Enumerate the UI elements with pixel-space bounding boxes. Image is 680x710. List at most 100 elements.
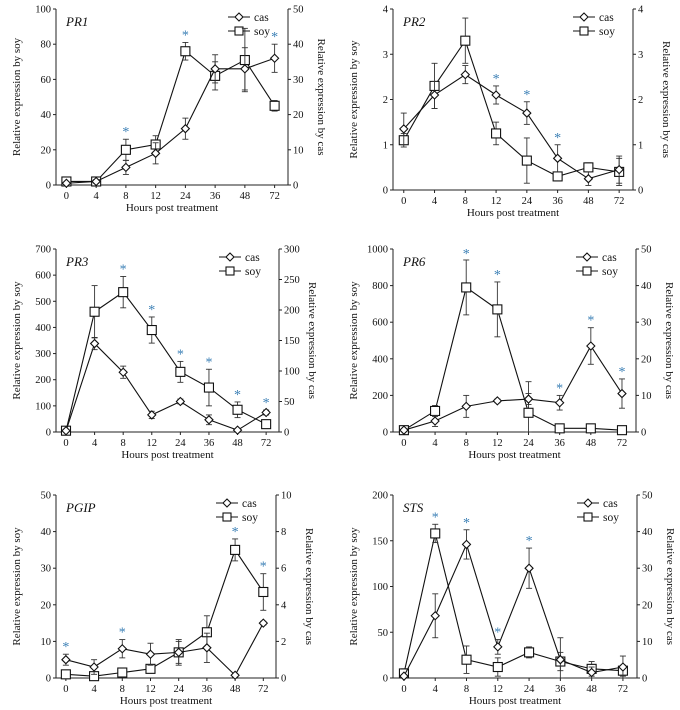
x-tick-label: 0 — [63, 684, 68, 695]
left-tick-label: 200 — [35, 375, 51, 386]
left-tick-label: 50 — [41, 491, 52, 502]
data-point-cas — [204, 415, 214, 425]
data-point-cas — [493, 642, 503, 652]
left-axis-title: Relative expression by soy — [11, 281, 23, 400]
series-line-cas — [403, 542, 624, 677]
right-tick-label: 30 — [293, 75, 304, 86]
data-point-soy — [145, 663, 156, 674]
significance-star: * — [263, 396, 270, 411]
data-point-cas — [430, 416, 440, 426]
data-point-soy — [175, 366, 186, 377]
legend-label-soy: soy — [254, 26, 270, 38]
data-point-cas — [399, 425, 409, 435]
left-tick-label: 400 — [372, 354, 388, 365]
significance-star: * — [177, 347, 184, 362]
x-tick-label: 24 — [522, 196, 533, 207]
left-tick-label: 100 — [35, 5, 51, 16]
significance-star: * — [523, 88, 530, 103]
right-tick-label: 40 — [293, 40, 304, 51]
data-point-soy — [430, 528, 441, 539]
data-point-cas — [461, 401, 471, 412]
x-tick-label: 48 — [240, 191, 251, 202]
left-tick-label: 0 — [383, 186, 388, 197]
right-tick-label: 100 — [284, 367, 300, 378]
x-tick-label: 36 — [555, 684, 566, 695]
data-point-soy — [523, 407, 534, 418]
left-tick-label: 2 — [383, 95, 388, 106]
legend-label-cas: cas — [254, 12, 269, 24]
right-tick-label: 150 — [284, 336, 300, 347]
left-axis-title: Relative expression by soy — [348, 40, 360, 159]
significance-star: * — [493, 72, 500, 87]
legend-label-soy: soy — [602, 266, 618, 278]
data-point-cas — [89, 662, 99, 672]
significance-star: * — [232, 525, 239, 540]
legend-marker-soy — [225, 266, 235, 276]
gene-label: PR3 — [65, 254, 89, 269]
data-point-cas — [145, 649, 156, 659]
significance-star: * — [432, 510, 439, 525]
legend-label-soy: soy — [599, 26, 615, 38]
left-tick-label: 0 — [383, 674, 388, 685]
series-line-soy — [403, 39, 620, 178]
right-tick-label: 50 — [642, 491, 653, 502]
left-tick-label: 3 — [383, 50, 388, 61]
x-tick-label: 8 — [120, 684, 125, 695]
x-tick-label: 4 — [92, 438, 98, 449]
x-tick-label: 48 — [232, 438, 243, 449]
data-point-cas — [258, 618, 269, 628]
data-point-cas — [240, 64, 250, 74]
right-tick-label: 3 — [638, 50, 643, 61]
series-line-cas — [403, 73, 620, 180]
right-tick-label: 8 — [281, 527, 286, 538]
data-point-cas — [89, 338, 100, 349]
legend-marker-cas — [225, 252, 235, 262]
right-axis-title: Relative expression by cas — [306, 282, 318, 399]
left-tick-label: 200 — [372, 391, 388, 402]
left-tick-label: 0 — [46, 428, 51, 439]
right-tick-label: 10 — [642, 637, 653, 648]
data-point-cas — [492, 396, 503, 406]
legend-label-cas: cas — [242, 498, 257, 510]
right-tick-label: 0 — [638, 186, 643, 197]
data-point-cas — [399, 671, 409, 681]
legend-marker-cas — [582, 252, 592, 262]
significance-star: * — [463, 516, 470, 531]
x-axis-title: Hours post treatment — [120, 695, 212, 707]
x-tick-label: 72 — [618, 684, 629, 695]
significance-star: * — [554, 131, 561, 146]
data-point-cas — [269, 53, 280, 64]
right-tick-label: 0 — [284, 428, 289, 439]
legend-marker-soy — [579, 26, 589, 36]
data-point-cas — [173, 647, 184, 658]
significance-star: * — [182, 28, 189, 43]
data-point-cas — [146, 410, 157, 420]
series-line-soy — [403, 286, 623, 431]
x-tick-label: 8 — [123, 191, 128, 202]
significance-star: * — [618, 365, 625, 380]
left-tick-label: 4 — [383, 5, 389, 16]
x-tick-label: 12 — [145, 684, 156, 695]
x-tick-label: 12 — [147, 438, 158, 449]
gene-label: PR6 — [402, 254, 426, 269]
data-point-cas — [586, 341, 596, 351]
left-tick-label: 0 — [46, 181, 51, 192]
left-tick-label: 60 — [41, 75, 52, 86]
x-tick-label: 36 — [210, 191, 221, 202]
right-tick-label: 0 — [293, 181, 298, 192]
right-tick-label: 6 — [281, 564, 286, 575]
data-point-cas — [261, 407, 271, 418]
data-point-cas — [430, 611, 441, 621]
data-point-soy — [261, 419, 272, 430]
data-point-soy — [118, 287, 129, 298]
data-point-cas — [583, 173, 594, 184]
data-point-soy — [492, 304, 503, 315]
x-tick-label: 8 — [464, 684, 469, 695]
data-point-cas — [491, 90, 501, 100]
x-tick-label: 4 — [432, 196, 438, 207]
data-point-soy — [117, 667, 128, 678]
